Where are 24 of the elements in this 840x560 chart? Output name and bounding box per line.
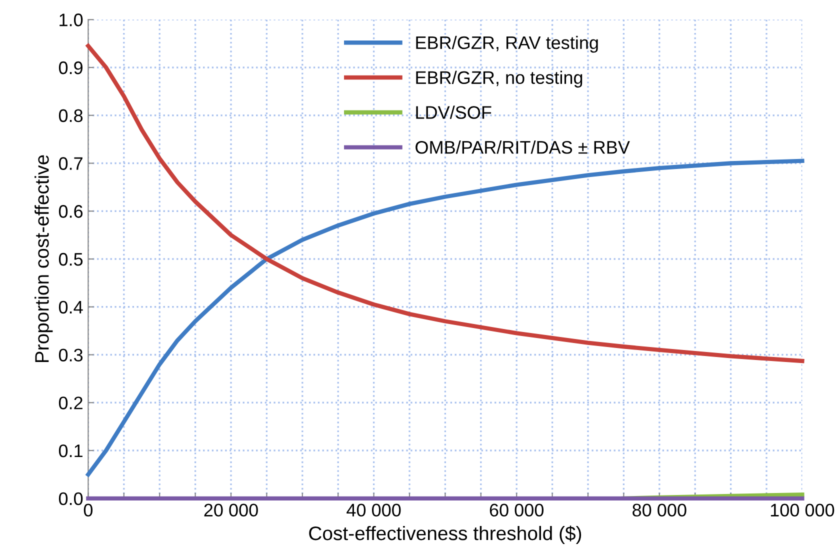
y-tick-label: 0.1 — [58, 444, 82, 458]
y-tick-label: 1.0 — [60, 14, 83, 26]
x-tick-label: 100 000 — [770, 504, 834, 517]
x-axis-title: Cost-effectiveness threshold ($) — [309, 526, 582, 544]
legend-label: EBR/GZR, RAV testing — [416, 36, 598, 53]
y-axis-title: Proportion cost-effective — [34, 155, 53, 362]
legend-label: LDV/SOF — [416, 106, 492, 119]
y-tick-label: 0.4 — [58, 300, 83, 314]
y-tick-label: 0.3 — [58, 348, 83, 362]
y-tick-label: 0.0 — [58, 492, 83, 506]
y-tick-label: 0.7 — [58, 157, 82, 170]
x-tick-label: 40 000 — [346, 504, 401, 517]
y-tick-label: 0.8 — [58, 109, 83, 122]
legend-label: EBR/GZR, no testing — [416, 70, 582, 88]
x-tick-label: 20 000 — [204, 504, 258, 517]
y-tick-label: 0.5 — [58, 252, 83, 266]
x-tick-label: 80 000 — [632, 504, 686, 517]
y-tick-label: 0.2 — [58, 396, 82, 410]
x-tick-label: 60 000 — [490, 504, 544, 517]
x-tick-label: 0 — [84, 504, 93, 517]
line-series — [86, 158, 804, 477]
legend-label: OMB/PAR/RIT/DAS ± RBV — [416, 140, 630, 154]
y-tick-label: 0.9 — [58, 61, 82, 74]
y-tick-label: 0.6 — [58, 205, 83, 218]
